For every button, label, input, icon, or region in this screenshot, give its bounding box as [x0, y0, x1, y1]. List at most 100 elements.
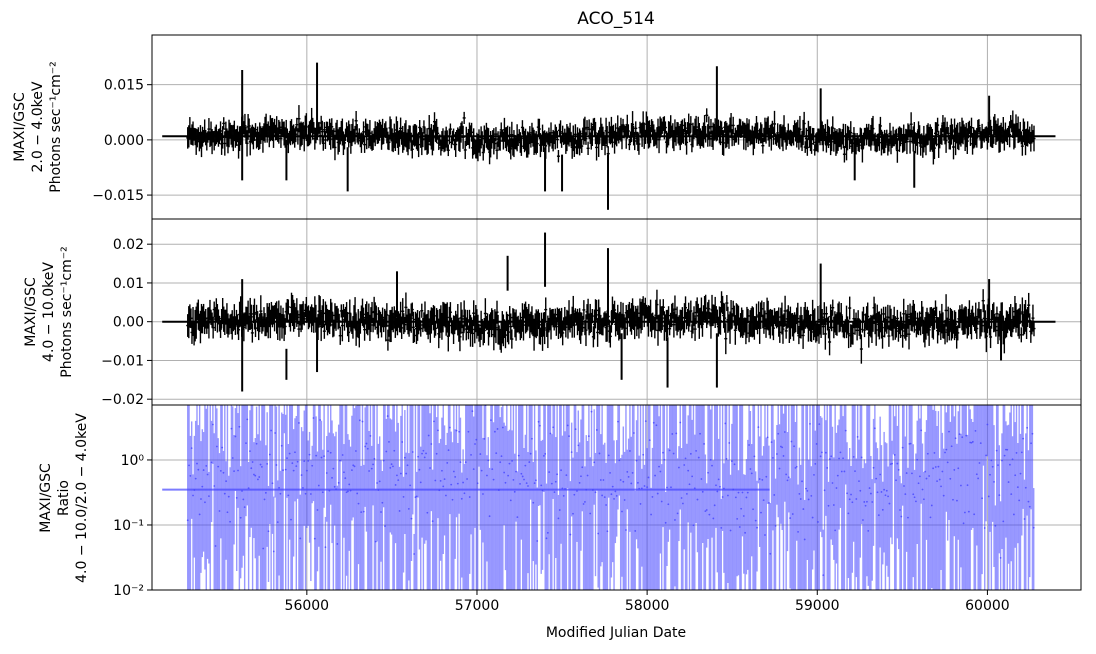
ratio-point — [286, 457, 288, 460]
ratio-point — [471, 410, 474, 413]
ratio-point — [468, 496, 471, 498]
ratio-point — [504, 481, 507, 484]
ratio-point — [1009, 463, 1011, 466]
ratio-point — [513, 490, 516, 493]
ratio-point — [707, 471, 709, 474]
ratio-point — [650, 513, 653, 516]
ratio-point — [356, 492, 359, 495]
ratio-point — [960, 484, 962, 487]
ratio-point — [365, 442, 368, 445]
ratio-point — [488, 515, 491, 518]
ratio-point — [695, 449, 698, 452]
ratio-point — [201, 485, 204, 488]
ratio-point — [549, 432, 552, 435]
ratio-point — [666, 486, 668, 489]
ratio-point — [245, 442, 247, 445]
x-tick-label: 56000 — [285, 598, 330, 614]
ratio-point — [997, 464, 999, 467]
ratio-point — [977, 477, 980, 480]
ratio-point — [307, 459, 310, 462]
bottom-y-label-line-2: Ratio — [56, 480, 72, 516]
ratio-point — [380, 511, 382, 513]
ratio-point — [353, 465, 356, 468]
ratio-point — [357, 502, 360, 505]
ratio-point — [779, 445, 782, 448]
ratio-point — [431, 520, 434, 523]
ratio-point — [476, 482, 479, 485]
ratio-point — [270, 429, 273, 432]
ratio-point — [376, 482, 378, 484]
ratio-point — [295, 465, 298, 468]
top-y-label-line-3: Photons sec⁻¹cm⁻² — [48, 61, 64, 193]
ratio-point — [1016, 486, 1019, 489]
ratio-point — [255, 442, 258, 445]
ratio-point — [674, 519, 676, 521]
ratio-point — [994, 524, 997, 527]
ratio-point — [582, 503, 585, 505]
ratio-point — [558, 509, 561, 511]
ratio-point — [990, 459, 993, 462]
ratio-point — [472, 468, 475, 470]
ratio-point — [873, 427, 876, 430]
y-tick-label: 0.02 — [113, 237, 144, 253]
ratio-point — [535, 479, 537, 482]
ratio-point — [438, 489, 441, 492]
ratio-point — [741, 491, 744, 494]
y-tick-label: 10⁻¹ — [113, 518, 144, 534]
ratio-point — [525, 482, 528, 485]
ratio-point — [809, 422, 811, 425]
ratio-point — [785, 473, 788, 476]
ratio-point — [827, 504, 830, 507]
ratio-point — [398, 510, 401, 512]
ratio-point — [672, 452, 675, 455]
ratio-point — [217, 465, 220, 468]
ratio-point — [294, 451, 296, 454]
ratio-point — [574, 428, 577, 431]
ratio-point — [480, 469, 483, 472]
ratio-point — [499, 461, 502, 464]
ratio-point — [208, 495, 210, 498]
ratio-point — [283, 390, 285, 392]
ratio-point — [211, 423, 214, 426]
ratio-point — [560, 469, 562, 472]
ratio-point — [572, 512, 574, 515]
ratio-point — [842, 457, 844, 460]
ratio-point — [581, 466, 584, 469]
ratio-point — [872, 466, 875, 469]
ratio-point — [370, 467, 373, 470]
ratio-point — [607, 454, 610, 457]
ratio-point — [717, 478, 720, 481]
ratio-point — [1018, 499, 1021, 502]
ratio-point — [317, 484, 320, 487]
ratio-point — [680, 497, 683, 499]
ratio-point — [774, 524, 777, 527]
ratio-point — [1026, 426, 1029, 429]
ratio-point — [1022, 437, 1025, 440]
ratio-point — [844, 429, 847, 432]
ratio-point — [512, 479, 515, 481]
ratio-point — [193, 489, 196, 491]
ratio-point — [454, 476, 457, 478]
ratio-point — [258, 476, 261, 478]
y-tick-label: 0.01 — [113, 276, 144, 292]
ratio-point — [527, 485, 529, 487]
ratio-point — [651, 496, 654, 498]
ratio-point — [961, 436, 964, 439]
ratio-point — [721, 496, 724, 498]
ratio-point — [950, 445, 953, 448]
chart-title: ACO_514 — [577, 9, 655, 29]
ratio-point — [711, 464, 713, 467]
ratio-point — [881, 508, 884, 511]
ratio-point — [478, 396, 480, 398]
ratio-point — [715, 484, 717, 487]
ratio-point — [222, 471, 225, 474]
ratio-point — [272, 550, 275, 553]
bottom-axes-frame — [151, 404, 1082, 591]
ratio-point — [724, 422, 727, 425]
ratio-point — [474, 443, 476, 445]
ratio-point — [772, 457, 774, 459]
ratio-point — [546, 531, 549, 534]
ratio-point — [418, 468, 421, 471]
ratio-point — [200, 498, 202, 500]
ratio-point — [545, 537, 548, 540]
